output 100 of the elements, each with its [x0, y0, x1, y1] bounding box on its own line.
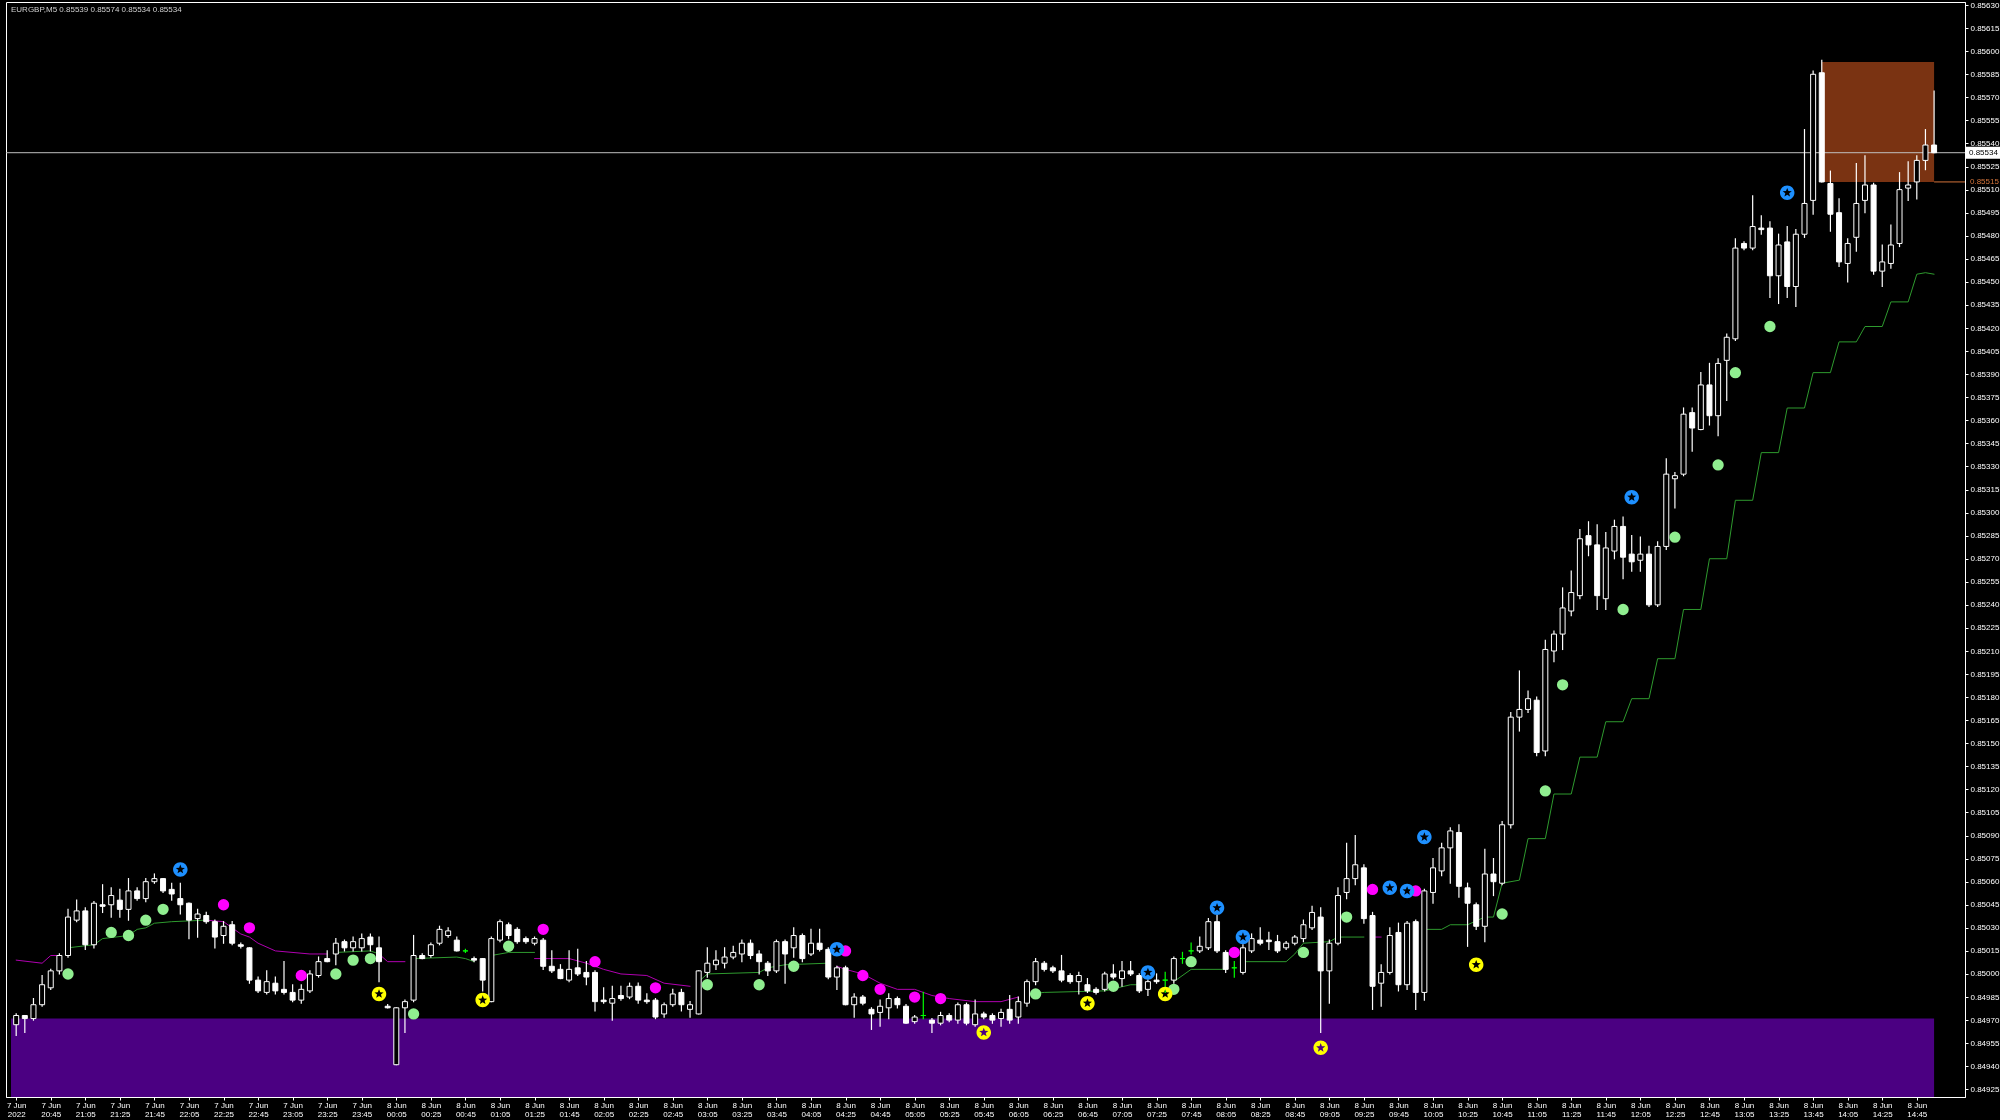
y-tick-label: 0.85585: [1970, 69, 2000, 79]
point: [829, 942, 845, 957]
point: [173, 862, 188, 877]
x-tick-label: 8 Jun 03:25: [732, 1100, 753, 1119]
y-tick-label: 0.85090: [1970, 831, 2000, 841]
x-tick-label: 8 Jun 05:05: [905, 1100, 926, 1119]
x-tick-label: 8 Jun 00:45: [455, 1100, 477, 1119]
point: [1764, 320, 1776, 333]
point: [1468, 957, 1484, 972]
point: [1313, 1040, 1328, 1056]
candlestick: [652, 997, 659, 1020]
y-tick-label: 0.85420: [1970, 323, 2000, 333]
point: [1140, 965, 1156, 980]
candlestick: [972, 999, 979, 1027]
x-tick-label: 8 Jun 09:05: [1319, 1100, 1341, 1119]
point: [1399, 883, 1415, 899]
y-tick-label: 0.85510: [1970, 185, 2000, 195]
point: [1185, 956, 1197, 968]
candlestick: [142, 878, 149, 903]
candlestick: [1075, 971, 1082, 995]
candlestick: [617, 985, 624, 1001]
candlestick: [1058, 954, 1065, 983]
y-tick-label: 0.84925: [1970, 1084, 2000, 1094]
point: [1228, 946, 1240, 959]
y-tick-label: 0.85000: [1970, 969, 2000, 979]
candlestick: [1628, 535, 1635, 572]
candlestick: [1101, 971, 1108, 992]
point: [295, 969, 307, 982]
candlestick: [1015, 996, 1022, 1024]
candlestick: [687, 1001, 694, 1018]
x-tick-label: 8 Jun 00:25: [421, 1100, 442, 1119]
candlestick: [1861, 155, 1868, 214]
y-tick-label: 0.85465: [1970, 254, 2000, 264]
candlestick: [436, 925, 443, 946]
candlestick: [30, 997, 37, 1021]
candlestick: [1378, 964, 1385, 1007]
candlestick: [1032, 957, 1039, 986]
candlestick: [1671, 472, 1678, 509]
candlestick: [1905, 161, 1912, 201]
candlestick: [1136, 973, 1143, 994]
chart-title: EURGBP,M5 0.85539 0.85574 0.85534 0.85534: [11, 5, 183, 14]
point: [1417, 829, 1432, 845]
x-tick-label: 7 Jun 2022: [6, 1100, 27, 1119]
candlestick: [39, 974, 46, 1007]
point: [364, 952, 377, 965]
point: [1556, 679, 1569, 691]
candlestick: [1300, 919, 1307, 943]
point: [976, 1025, 992, 1040]
x-tick-label: 8 Jun 10:05: [1423, 1100, 1445, 1119]
x-tick-label: 8 Jun 09:25: [1354, 1100, 1375, 1119]
y-tick-label: 0.85060: [1970, 877, 2000, 887]
candlestick: [350, 936, 357, 952]
x-tick-label: 8 Jun 04:25: [836, 1100, 857, 1119]
candlestick: [1464, 882, 1471, 947]
candlestick: [1222, 950, 1229, 974]
candlestick: [177, 882, 184, 915]
candlestick: [376, 936, 383, 983]
candlestick: [1550, 630, 1557, 663]
point: [347, 954, 359, 966]
candlestick: [1844, 238, 1851, 283]
candlestick: [522, 936, 529, 944]
point: [1366, 883, 1379, 896]
candlestick: [73, 899, 80, 923]
candlestick: [1922, 129, 1929, 171]
x-tick-label: 8 Jun 07:25: [1147, 1100, 1168, 1119]
candlestick: [13, 1013, 20, 1037]
y-tick-label: 0.85630: [1970, 0, 2000, 10]
point: [502, 940, 515, 952]
candlestick: [1749, 195, 1756, 251]
x-tick-label: 8 Jun 12:45: [1699, 1100, 1721, 1119]
x-tick-label: 8 Jun 06:05: [1008, 1100, 1030, 1119]
candlestick: [790, 927, 797, 958]
y-tick-label: 0.85330: [1970, 461, 2000, 471]
point: [1779, 185, 1795, 200]
y-tick-label: 0.85555: [1970, 115, 2000, 125]
x-tick-label: 8 Jun 13:05: [1734, 1100, 1756, 1119]
point: [1107, 980, 1120, 992]
point: [1539, 785, 1551, 797]
candlestick: [1723, 333, 1730, 401]
candlestick: [1913, 155, 1920, 200]
candlestick: [99, 884, 106, 914]
candlestick: [1516, 670, 1523, 732]
y-tick-label: 0.85120: [1970, 784, 2000, 794]
candlestick: [1188, 942, 1195, 955]
point: [1209, 900, 1225, 916]
point: [217, 899, 230, 911]
point: [1729, 366, 1742, 379]
candlestick: [1343, 842, 1350, 900]
candlestick: [116, 888, 123, 918]
y-tick-label: 0.85105: [1970, 807, 2000, 817]
y-tick-label: 0.85600: [1970, 46, 2000, 56]
candlestick: [1931, 90, 1938, 154]
x-tick-label: 7 Jun 23:45: [352, 1100, 373, 1119]
candlestick: [1352, 834, 1359, 886]
y-tick-label: 0.84955: [1970, 1038, 2000, 1048]
x-tick-label: 8 Jun 02:45: [663, 1100, 684, 1119]
x-tick-label: 8 Jun 02:05: [594, 1100, 615, 1119]
ref-line-label: 0.85534: [1969, 147, 1999, 157]
y-tick-label: 0.84985: [1970, 992, 2000, 1002]
x-tick-label: 8 Jun 11:45: [1596, 1100, 1617, 1119]
